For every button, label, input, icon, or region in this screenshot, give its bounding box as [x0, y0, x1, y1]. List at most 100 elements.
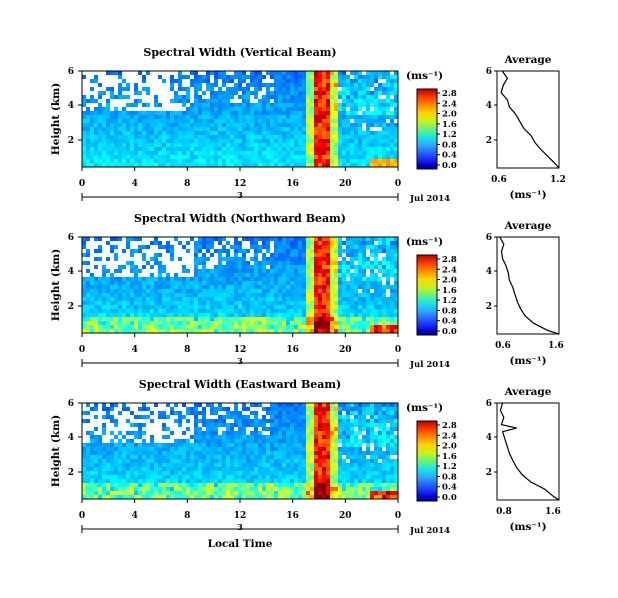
heatmap-cell [138, 127, 143, 132]
heatmap-cell [206, 103, 211, 108]
heatmap-cell [170, 111, 175, 116]
heatmap-cell [122, 403, 127, 408]
heatmap-cell [122, 411, 127, 416]
heatmap-cell [266, 257, 271, 262]
heatmap-cell [238, 107, 243, 112]
heatmap-cell [378, 297, 383, 302]
heatmap-cell [174, 249, 179, 254]
heatmap-cell [94, 443, 99, 448]
heatmap-cell [130, 127, 135, 132]
heatmap-cell [354, 273, 359, 278]
x-tick-label: 8 [184, 345, 190, 355]
heatmap-cell [354, 313, 359, 318]
heatmap-cell [174, 261, 179, 266]
heatmap-cell [274, 139, 279, 144]
heatmap-cell [310, 301, 315, 306]
heatmap-cell [182, 123, 187, 128]
heatmap-cell [118, 431, 123, 436]
heatmap-cell [138, 415, 143, 420]
heatmap-cell [218, 91, 223, 96]
heatmap-cell [262, 253, 267, 258]
heatmap-cell [330, 115, 335, 120]
heatmap-cell [226, 241, 231, 246]
heatmap-cell [226, 79, 231, 84]
heatmap-cell [382, 135, 387, 140]
heatmap-cell [90, 455, 95, 460]
heatmap-cell [346, 277, 351, 282]
heatmap-cell [282, 135, 287, 140]
heatmap-cell [206, 495, 211, 500]
heatmap-cell [322, 297, 327, 302]
heatmap-cell [110, 139, 115, 144]
heatmap-cell [158, 143, 163, 148]
heatmap-cell [114, 325, 119, 330]
heatmap-cell [234, 329, 239, 334]
heatmap-cell [130, 443, 135, 448]
heatmap-cell [170, 107, 175, 112]
heatmap-cell [270, 139, 275, 144]
heatmap-cell [386, 107, 391, 112]
heatmap-cell [302, 79, 307, 84]
heatmap-cell [390, 305, 395, 310]
heatmap-cell [374, 329, 379, 334]
heatmap-cell [222, 241, 227, 246]
heatmap-cell [274, 269, 279, 274]
heatmap-cell [326, 163, 331, 168]
heatmap-cell [362, 321, 367, 326]
heatmap-cell [158, 419, 163, 424]
heatmap-cell [94, 99, 99, 104]
heatmap-cell [218, 297, 223, 302]
heatmap-cell [274, 285, 279, 290]
heatmap-cell [134, 143, 139, 148]
heatmap-cell [262, 147, 267, 152]
heatmap-cell [270, 155, 275, 160]
heatmap-cell [318, 309, 323, 314]
heatmap-cell [322, 135, 327, 140]
heatmap-cell [198, 147, 203, 152]
heatmap-cell [194, 415, 199, 420]
heatmap-cell [202, 127, 207, 132]
heatmap-cell [150, 321, 155, 326]
heatmap-cell [94, 95, 99, 100]
heatmap-cell [154, 83, 159, 88]
heatmap-cell [266, 269, 271, 274]
heatmap-cell [174, 265, 179, 270]
heatmap-cell [374, 83, 379, 88]
heatmap-cell [326, 103, 331, 108]
heatmap-cell [170, 115, 175, 120]
heatmap-cell [338, 261, 343, 266]
heatmap-cell [166, 139, 171, 144]
heatmap-cell [366, 159, 371, 164]
heatmap-cell [130, 119, 135, 124]
heatmap-cell [174, 415, 179, 420]
heatmap-cell [226, 139, 231, 144]
heatmap-cell [90, 163, 95, 168]
heatmap-cell [122, 257, 127, 262]
heatmap-cell [174, 487, 179, 492]
heatmap-cell [134, 423, 139, 428]
heatmap-cell [166, 119, 171, 124]
heatmap-cell [222, 147, 227, 152]
heatmap-cell [390, 163, 395, 168]
heatmap-cell [338, 257, 343, 262]
heatmap-cell [158, 455, 163, 460]
heatmap-cell [134, 261, 139, 266]
heatmap-cell [154, 163, 159, 168]
heatmap-cell [106, 155, 111, 160]
heatmap-cell [90, 495, 95, 500]
heatmap-cell [146, 285, 151, 290]
heatmap-cell [310, 127, 315, 132]
heatmap-cell [98, 115, 103, 120]
heatmap-cell [294, 253, 299, 258]
heatmap-cell [158, 75, 163, 80]
heatmap-cell [302, 163, 307, 168]
heatmap-cell [142, 293, 147, 298]
heatmap-cell [130, 479, 135, 484]
heatmap-cell [202, 281, 207, 286]
heatmap-cell [326, 325, 331, 330]
heatmap-cell [302, 241, 307, 246]
heatmap-cell [338, 273, 343, 278]
heatmap-cell [166, 83, 171, 88]
profile-series [499, 236, 560, 335]
heatmap-cell [94, 131, 99, 136]
